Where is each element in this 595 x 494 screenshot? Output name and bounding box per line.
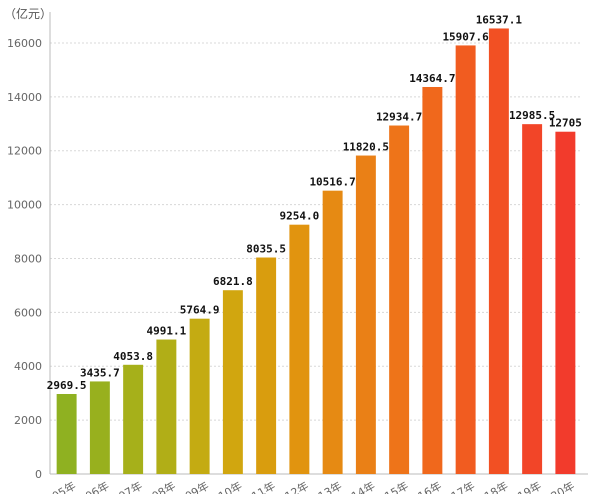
x-tick-label: 2020年 (536, 478, 577, 494)
data-label: 9254.0 (280, 210, 320, 223)
data-label: 10516.7 (309, 176, 355, 189)
bar (123, 364, 144, 474)
y-tick-label: 10000 (7, 199, 42, 212)
bar (256, 257, 277, 474)
x-tick-label: 2012年 (270, 478, 311, 494)
y-tick-label: 16000 (7, 37, 42, 50)
bar (89, 381, 110, 474)
bar (389, 125, 410, 475)
data-label: 16537.1 (476, 13, 523, 26)
bar (555, 131, 576, 475)
x-tick-label: 2019年 (503, 478, 544, 494)
data-label: 4053.8 (113, 350, 153, 363)
data-label: 5764.9 (180, 304, 220, 317)
x-tick-label: 2018年 (470, 478, 511, 494)
bar (156, 339, 177, 474)
x-tick-label: 2009年 (170, 478, 211, 494)
x-tick-label: 2011年 (237, 478, 278, 494)
x-tick-label: 2005年 (37, 478, 78, 494)
data-label: 12705 (549, 117, 582, 130)
y-tick-label: 4000 (14, 360, 42, 373)
x-tick-label: 2015年 (370, 478, 411, 494)
x-tick-label: 2010年 (204, 478, 245, 494)
bar (355, 155, 376, 475)
y-tick-label: 8000 (14, 252, 42, 265)
data-label: 8035.5 (246, 243, 286, 256)
x-tick-label: 2008年 (137, 478, 178, 494)
data-label: 11820.5 (343, 141, 389, 154)
bar (422, 86, 443, 475)
x-tick-label: 2007年 (104, 478, 145, 494)
x-tick-label: 2016年 (403, 478, 444, 494)
x-tick-label: 2006年 (71, 478, 112, 494)
bar (488, 28, 509, 475)
y-tick-label: 14000 (7, 91, 42, 104)
bar (322, 190, 343, 474)
bar (222, 290, 243, 474)
data-label: 3435.7 (80, 366, 120, 379)
y-tick-label: 12000 (7, 145, 42, 158)
data-label: 2969.5 (47, 379, 87, 392)
x-tick-label: 2017年 (436, 478, 477, 494)
bar (189, 318, 210, 474)
y-unit-label: （亿元） (4, 6, 52, 21)
x-tick-label: 2014年 (337, 478, 378, 494)
bar (522, 124, 543, 475)
bars (56, 28, 576, 475)
bar (289, 224, 310, 474)
bar (56, 393, 77, 474)
data-label: 12985.5 (509, 109, 555, 122)
y-tick-label: 6000 (14, 306, 42, 319)
data-label: 4991.1 (147, 325, 187, 338)
data-label: 6821.8 (213, 275, 253, 288)
bar (455, 45, 476, 474)
data-label: 14364.7 (409, 72, 455, 85)
data-label: 15907.6 (442, 30, 489, 43)
data-label: 12934.7 (376, 111, 422, 124)
category-labels: 2005年2006年2007年2008年2009年2010年2011年2012年… (37, 478, 577, 494)
x-tick-label: 2013年 (303, 478, 344, 494)
y-tick-label: 2000 (14, 414, 42, 427)
y-tick-label: 0 (35, 468, 42, 481)
